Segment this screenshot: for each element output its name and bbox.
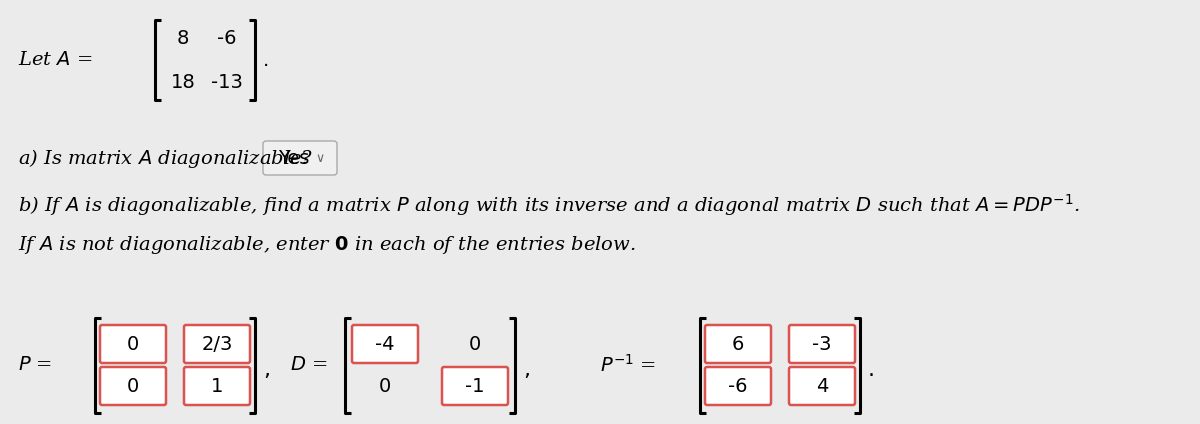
Text: 0: 0: [379, 377, 391, 396]
Text: 18: 18: [170, 73, 196, 92]
FancyBboxPatch shape: [184, 367, 250, 405]
Text: a) Is matrix $A$ diagonalizable?: a) Is matrix $A$ diagonalizable?: [18, 147, 313, 170]
FancyBboxPatch shape: [706, 367, 772, 405]
Text: Yes: Yes: [278, 148, 310, 167]
Text: 0: 0: [127, 377, 139, 396]
FancyBboxPatch shape: [263, 141, 337, 175]
Text: 4: 4: [816, 377, 828, 396]
Text: -4: -4: [376, 335, 395, 354]
Text: If $A$ is not diagonalizable, enter $\mathbf{0}$ in each of the entries below.: If $A$ is not diagonalizable, enter $\ma…: [18, 234, 636, 256]
Text: -13: -13: [211, 73, 242, 92]
Text: ∨: ∨: [316, 151, 324, 165]
Text: 6: 6: [732, 335, 744, 354]
Text: .: .: [868, 360, 875, 380]
FancyBboxPatch shape: [790, 367, 854, 405]
FancyBboxPatch shape: [100, 325, 166, 363]
Text: $P$ =: $P$ =: [18, 356, 53, 374]
Text: -6: -6: [217, 28, 236, 47]
FancyBboxPatch shape: [184, 325, 250, 363]
Text: 0: 0: [127, 335, 139, 354]
Text: -6: -6: [728, 377, 748, 396]
FancyBboxPatch shape: [706, 325, 772, 363]
Text: ,: ,: [523, 360, 530, 380]
Text: .: .: [263, 50, 269, 70]
Text: 1: 1: [211, 377, 223, 396]
Text: 0: 0: [469, 335, 481, 354]
Text: -1: -1: [466, 377, 485, 396]
Text: 2/3: 2/3: [202, 335, 233, 354]
Text: $P^{-1}$ =: $P^{-1}$ =: [600, 354, 656, 376]
Text: b) If $A$ is diagonalizable, find a matrix $P$ along with its inverse and a diag: b) If $A$ is diagonalizable, find a matr…: [18, 192, 1080, 218]
FancyBboxPatch shape: [442, 367, 508, 405]
FancyBboxPatch shape: [352, 325, 418, 363]
Text: ,: ,: [263, 360, 270, 380]
FancyBboxPatch shape: [790, 325, 854, 363]
Text: Let $A$ =: Let $A$ =: [18, 51, 92, 69]
Text: -3: -3: [812, 335, 832, 354]
Text: $D$ =: $D$ =: [290, 356, 328, 374]
FancyBboxPatch shape: [100, 367, 166, 405]
Text: 8: 8: [176, 28, 190, 47]
